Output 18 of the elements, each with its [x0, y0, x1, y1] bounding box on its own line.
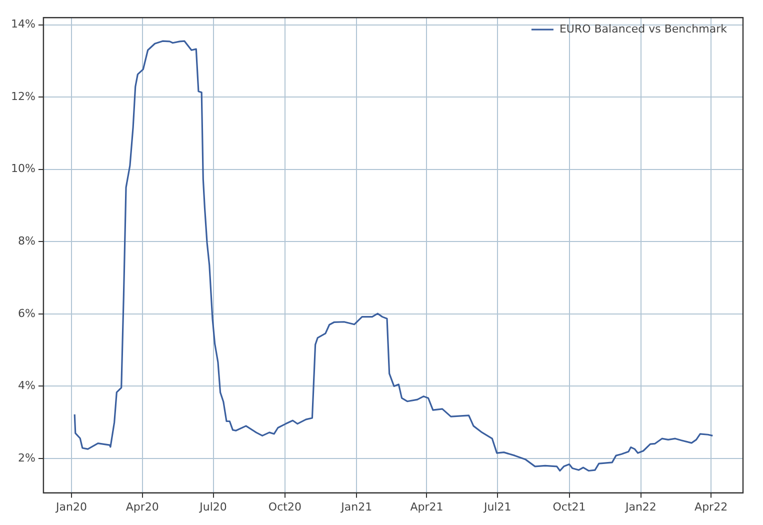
legend-label: EURO Balanced vs Benchmark — [559, 22, 728, 36]
y-tick-label: 6% — [18, 306, 36, 320]
x-tick-label: Jan22 — [624, 500, 656, 514]
y-tick-label: 10% — [10, 162, 36, 176]
y-tick-label: 12% — [10, 90, 36, 103]
x-tick-label: Apr22 — [694, 500, 728, 514]
y-tick-label: 8% — [18, 234, 36, 248]
x-tick-label: Oct20 — [268, 500, 302, 514]
y-tick-label: 14% — [10, 18, 36, 31]
x-tick-label: Oct21 — [552, 500, 586, 514]
x-tick-label: Jan21 — [340, 500, 372, 514]
y-tick-label: 2% — [18, 451, 36, 464]
x-tick-label: Apr21 — [410, 500, 444, 514]
x-tick-label: Apr20 — [126, 500, 159, 514]
x-tick-label: Jul21 — [482, 500, 512, 514]
y-tick-label: 4% — [18, 379, 36, 392]
x-tick-label: Jul20 — [198, 500, 227, 514]
x-tick-label: Jan20 — [55, 500, 87, 514]
